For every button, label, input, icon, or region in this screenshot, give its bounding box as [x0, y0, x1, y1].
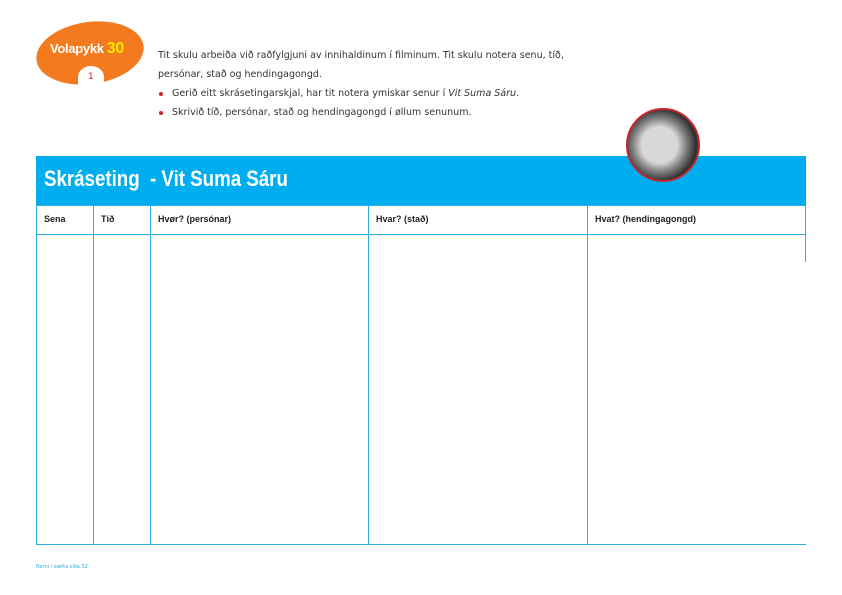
header-scene: Sena: [44, 214, 66, 224]
instructions: Tit skulu arbeiða við raðfylgjuni av inn…: [158, 46, 578, 122]
instruction-bullet: Gerið eitt skrásetingarskjal, har tit no…: [158, 84, 578, 103]
column-line: [368, 205, 369, 545]
logo-text: Volapykk 30: [50, 40, 124, 57]
header-where: Hvar? (stað): [376, 214, 429, 224]
table-border: [36, 205, 806, 206]
column-line: [150, 205, 151, 545]
footer-note: Nemi í sætta síða 32: [36, 564, 88, 570]
column-line: [805, 205, 806, 262]
character-photo: [626, 108, 700, 182]
logo-number: 1: [88, 72, 94, 82]
column-line: [587, 205, 588, 545]
header-what: Hvat? (hendingagongd): [595, 214, 696, 224]
header-divider: [36, 234, 806, 235]
logo-number-bg: [78, 66, 104, 88]
table-border: [36, 544, 806, 545]
column-line: [93, 205, 94, 545]
page-title: Skráseting - Vit Suma Sáru: [44, 166, 288, 191]
instruction-bullet: Skrivið tíð, persónar, stað og hendingag…: [158, 103, 578, 122]
header-who: Hvør? (persónar): [158, 214, 232, 224]
instructions-paragraph: Tit skulu arbeiða við raðfylgjuni av inn…: [158, 50, 564, 80]
column-line: [36, 205, 37, 545]
header-time: Tíð: [101, 214, 115, 224]
registration-table: Sena Tíð Hvør? (persónar) Hvar? (stað) H…: [36, 205, 806, 545]
